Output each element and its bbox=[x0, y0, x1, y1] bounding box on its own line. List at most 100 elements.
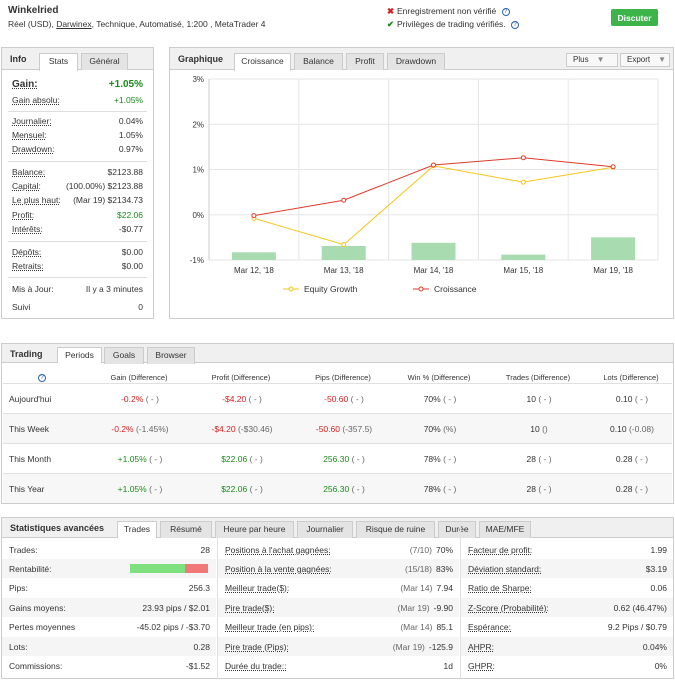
trades-diff: ( - ) bbox=[538, 484, 552, 494]
account-type: Réel (USD), bbox=[8, 19, 57, 29]
stat-value: 0.62 (46.47%) bbox=[613, 603, 667, 613]
stat-label: Facteur de profit: bbox=[468, 545, 533, 555]
stat-diff: (Mar 14) bbox=[400, 583, 433, 593]
stat-value: 9.2 Pips / $0.79 bbox=[607, 622, 667, 632]
stat-label: Position à la vente gagnées: bbox=[225, 564, 332, 574]
stat-updated: Mis à Jour: Il y a 3 minutes bbox=[2, 284, 153, 298]
stat-label: Balance: bbox=[12, 167, 46, 177]
gain-value: +1.05% bbox=[117, 454, 147, 464]
stat-label: Gain absolu: bbox=[12, 95, 60, 105]
tab-croissance[interactable]: Croissance bbox=[234, 53, 291, 71]
table-row: This Month +1.05% ( - ) $22.06 ( - ) 256… bbox=[3, 443, 672, 473]
stat-value: $0.00 bbox=[121, 261, 143, 271]
pips-diff: ( - ) bbox=[350, 394, 364, 404]
period-label: This Month bbox=[9, 454, 52, 464]
x-tick-label: Mar 12, '18 bbox=[234, 266, 274, 275]
stats-title: Statistiques avancées bbox=[10, 523, 105, 533]
volume-bar bbox=[411, 242, 456, 260]
account-details: , Technique, Automatisé, 1:200 , MetaTra… bbox=[91, 19, 266, 29]
stat-value: -$0.77 bbox=[118, 224, 143, 234]
stat-row-std-dev: Déviation standard: $3.19 bbox=[461, 559, 673, 578]
stat-capital: Capital: (100.00%) $2123.88 bbox=[2, 181, 153, 195]
stat-row-best-pips: Meilleur trade (en pips): (Mar 14) 85.1 bbox=[218, 617, 459, 636]
stat-balance: Balance: $2123.88 bbox=[2, 167, 153, 181]
lots-diff: ( - ) bbox=[634, 454, 649, 464]
tab-profit[interactable]: Profit bbox=[346, 53, 384, 70]
stat-value: -45.02 pips / -$3.70 bbox=[136, 622, 210, 632]
tab-periods[interactable]: Periods bbox=[57, 347, 102, 363]
trading-panel: Trading Periods Goals Browser ? Gain (Di… bbox=[1, 343, 674, 504]
profit-cell: $22.06 ( - ) bbox=[197, 454, 287, 464]
tab-general[interactable]: Général bbox=[81, 53, 128, 70]
y-tick-label: -1% bbox=[190, 256, 204, 265]
stat-followers: Suivi 0 bbox=[2, 302, 153, 316]
stat-row-commissions: Commissions: -$1.52 bbox=[2, 656, 216, 675]
win-diff: ( - ) bbox=[443, 394, 457, 404]
tab-browser[interactable]: Browser bbox=[147, 347, 195, 364]
export-dropdown[interactable]: Export ▼ bbox=[620, 53, 670, 67]
stat-label: Mensuel: bbox=[12, 130, 47, 140]
help-icon[interactable]: ? bbox=[38, 372, 46, 382]
lots-value: 0.10 bbox=[610, 424, 627, 434]
info-title: Info bbox=[10, 54, 27, 64]
verification-track-record: ✖ Enregistrement non vérifié ? bbox=[387, 6, 510, 17]
help-icon[interactable]: ? bbox=[511, 20, 520, 29]
stat-row-pips: Pips: 256.3 bbox=[2, 578, 216, 597]
stat-withdrawals: Retraits: $0.00 bbox=[2, 261, 153, 275]
trades-diff: () bbox=[542, 424, 548, 434]
trading-panel-header bbox=[2, 344, 673, 363]
tab-mae-mfe[interactable]: MAE/MFE bbox=[479, 521, 531, 538]
stat-value: 0.28 bbox=[193, 642, 210, 652]
info-panel: Info Stats Général Gain: +1.05% Gain abso… bbox=[1, 47, 154, 319]
chevron-down-icon: ▼ bbox=[596, 55, 605, 64]
stat-deposits: Dépôts: $0.00 bbox=[2, 247, 153, 261]
lots-cell: 0.10 ( - ) bbox=[587, 394, 675, 404]
tab-hourly[interactable]: Heure par heure bbox=[215, 521, 294, 538]
profit-cell: -$4.20 ( - ) bbox=[197, 394, 287, 404]
data-point bbox=[431, 162, 436, 168]
stat-label: Intérêts: bbox=[12, 224, 43, 234]
trades-cell: 28 ( - ) bbox=[494, 454, 584, 464]
trades-diff: ( - ) bbox=[538, 454, 552, 464]
data-point bbox=[341, 242, 347, 248]
y-tick-label: 0% bbox=[192, 211, 204, 220]
volume-bar bbox=[501, 254, 546, 260]
tab-resume[interactable]: Résumé bbox=[160, 521, 212, 538]
stat-value: 0 bbox=[138, 302, 143, 312]
win-value: 78% bbox=[423, 484, 441, 494]
stat-value: 85.1 bbox=[436, 622, 453, 632]
stat-label: Profit: bbox=[12, 210, 35, 220]
tab-balance[interactable]: Balance bbox=[294, 53, 343, 70]
tab-duration[interactable]: Durée bbox=[438, 521, 476, 538]
tab-drawdown[interactable]: Drawdown bbox=[387, 53, 445, 70]
stat-row-best-trade: Meilleur trade($): (Mar 14) 7.94 bbox=[218, 578, 459, 597]
lots-cell: 0.28 ( - ) bbox=[587, 454, 675, 464]
stat-label: Z-Score (Probabilité): bbox=[468, 603, 549, 613]
win-cell: 78% ( - ) bbox=[395, 454, 485, 464]
win-diff: ( - ) bbox=[443, 454, 457, 464]
tab-daily[interactable]: Journalier bbox=[297, 521, 353, 538]
win-value: 70% bbox=[423, 394, 441, 404]
discuss-button[interactable]: Discuter bbox=[611, 9, 658, 26]
stat-label: Positions à l'achat gagnées: bbox=[225, 545, 331, 555]
tab-stats[interactable]: Stats bbox=[39, 53, 78, 71]
profitability-win-bar bbox=[130, 564, 185, 573]
stat-value: 0.04% bbox=[642, 642, 667, 652]
tab-risk-of-ruin[interactable]: Risque de ruine bbox=[356, 521, 435, 538]
tab-trades[interactable]: Trades bbox=[117, 521, 157, 538]
plus-dropdown[interactable]: Plus ▼ bbox=[566, 53, 618, 67]
help-icon[interactable]: ? bbox=[501, 7, 510, 16]
stat-label: Gains moyens: bbox=[9, 603, 66, 613]
stat-label: Rentabilité: bbox=[9, 564, 52, 574]
check-icon: ✔ bbox=[387, 19, 395, 29]
stat-journalier: Journalier: 0.04% bbox=[2, 116, 153, 130]
lots-value: 0.10 bbox=[615, 394, 633, 404]
profit-value: $22.06 bbox=[221, 484, 248, 494]
period-label: This Week bbox=[9, 424, 49, 434]
stat-gain-absolu: Gain absolu: +1.05% bbox=[2, 95, 153, 109]
export-label: Export bbox=[627, 55, 651, 64]
stat-row-short-won: Position à la vente gagnées: (15/18) 83% bbox=[218, 559, 459, 578]
tab-goals[interactable]: Goals bbox=[104, 347, 144, 364]
win-value: 70% bbox=[423, 424, 441, 434]
broker-link[interactable]: Darwinex bbox=[56, 19, 92, 29]
